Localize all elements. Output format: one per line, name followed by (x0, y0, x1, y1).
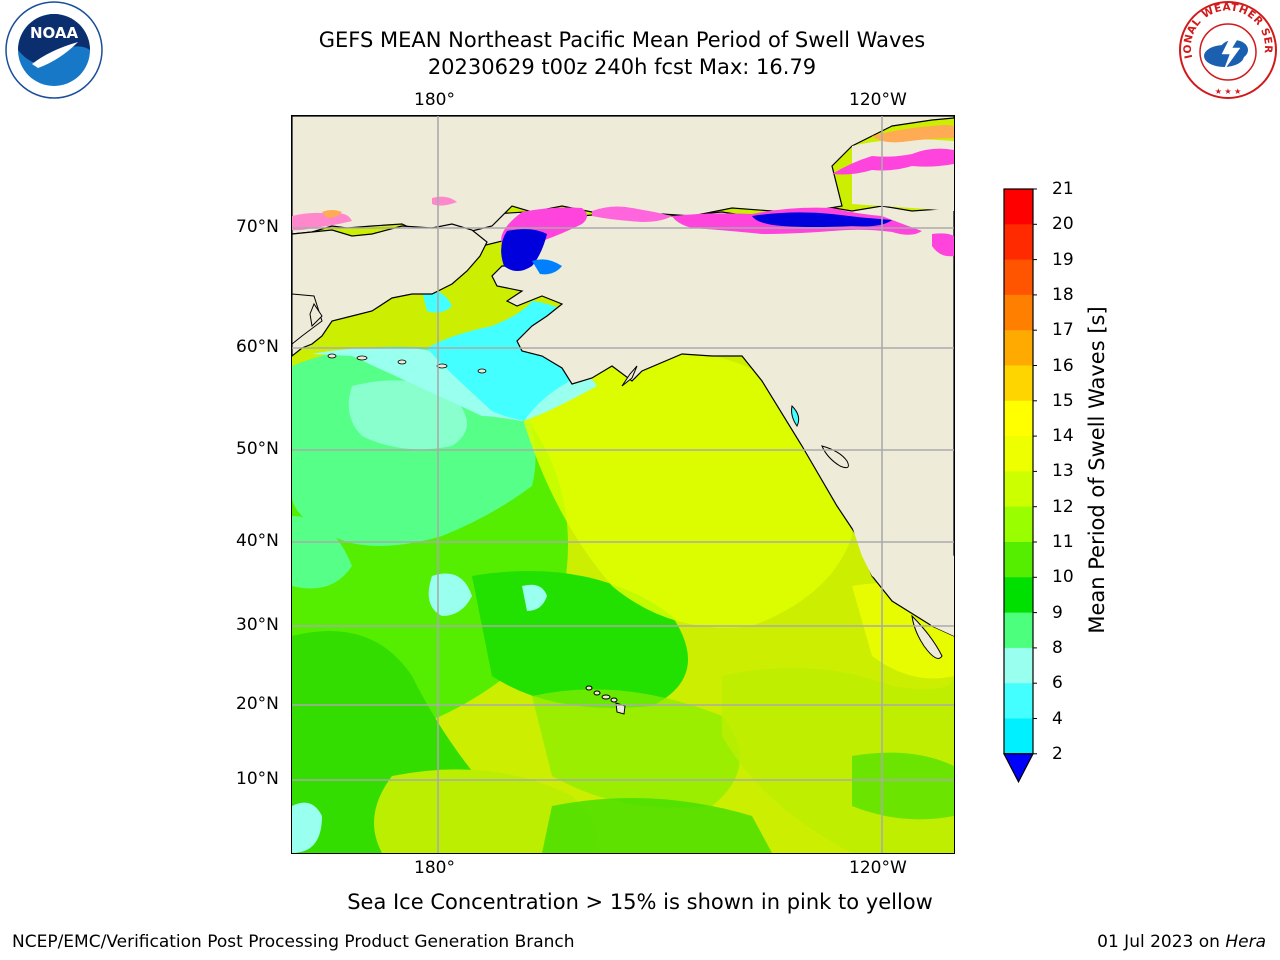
colorbar-band (1004, 294, 1033, 331)
colorbar-band (1004, 683, 1033, 719)
map-panel (291, 115, 955, 854)
colorbar-tick-label: 11 (1052, 532, 1074, 552)
machine-name: Hera (1225, 932, 1266, 952)
colorbar-band (1004, 259, 1033, 296)
lat-label-40n: 40°N (236, 531, 279, 551)
svg-text:★ ★ ★: ★ ★ ★ (1215, 87, 1242, 96)
colorbar-tick-label: 15 (1052, 390, 1074, 411)
colorbar-extend-arrow (1003, 753, 1034, 784)
lon-label-180-bottom: 180° (414, 858, 455, 878)
lon-label-120w-top: 120°W (849, 90, 907, 110)
colorbar-tick-label: 9 (1052, 602, 1063, 623)
colorbar-tick-label: 13 (1052, 461, 1074, 482)
date-text: 01 Jul 2023 on (1097, 932, 1226, 952)
colorbar-band (1004, 577, 1033, 614)
noaa-logo-text: NOAA (30, 24, 79, 42)
swell-period-map (292, 116, 954, 853)
lat-label-60n: 60°N (236, 337, 279, 357)
colorbar-band (1004, 365, 1033, 402)
graticule (292, 116, 954, 853)
date-line: 01 Jul 2023 on Hera (1097, 932, 1266, 952)
national-weather-service-logo-icon: NATIONAL WEATHER SERVICE ★ ★ ★ (1178, 0, 1277, 99)
lon-label-180-top: 180° (414, 90, 455, 110)
colorbar-tick-label: 12 (1052, 496, 1074, 517)
lat-label-10n: 10°N (236, 769, 279, 789)
lon-label-120w-bottom: 120°W (849, 858, 907, 878)
colorbar-tick-label: 2 (1052, 743, 1063, 764)
colorbar-band (1004, 189, 1033, 225)
colorbar-band (1004, 224, 1033, 261)
colorbar-band (1004, 400, 1033, 437)
colorbar-tick-label: 18 (1052, 284, 1074, 305)
noaa-logo-icon: NOAA (5, 1, 103, 99)
colorbar-band (1004, 718, 1033, 755)
colorbar-label: Mean Period of Swell Waves [s] (1085, 306, 1109, 634)
colorbar-tick-label: 8 (1052, 637, 1063, 658)
colorbar-tick-label: 17 (1052, 320, 1074, 341)
colorbar-tick-label: 14 (1052, 426, 1074, 447)
colorbar-tick-label: 4 (1052, 708, 1063, 729)
credit-line: NCEP/EMC/Verification Post Processing Pr… (12, 932, 575, 952)
colorbar-band (1004, 612, 1033, 649)
colorbar-tick-label: 16 (1052, 355, 1074, 376)
chart-subtitle: 20230629 t00z 240h fcst Max: 16.79 (427, 55, 817, 79)
colorbar (1003, 188, 1037, 784)
chart-title: GEFS MEAN Northeast Pacific Mean Period … (318, 28, 926, 52)
lat-label-70n: 70°N (236, 217, 279, 237)
colorbar-tick-label: 19 (1052, 249, 1074, 270)
lat-label-20n: 20°N (236, 694, 279, 714)
colorbar-band (1004, 647, 1033, 684)
colorbar-band (1004, 471, 1033, 508)
colorbar-tick-label: 21 (1052, 179, 1074, 199)
lat-label-30n: 30°N (236, 615, 279, 635)
colorbar-band (1004, 542, 1033, 578)
aleutian-islands (327, 353, 487, 374)
sea-ice-note: Sea Ice Concentration > 15% is shown in … (347, 890, 933, 914)
colorbar-tick-label: 20 (1052, 214, 1074, 235)
lat-label-50n: 50°N (236, 439, 279, 459)
colorbar-band (1004, 330, 1033, 366)
colorbar-band (1004, 506, 1033, 543)
colorbar-tick-label: 10 (1052, 567, 1074, 588)
colorbar-band (1004, 436, 1033, 472)
colorbar-tick-label: 6 (1052, 673, 1063, 694)
